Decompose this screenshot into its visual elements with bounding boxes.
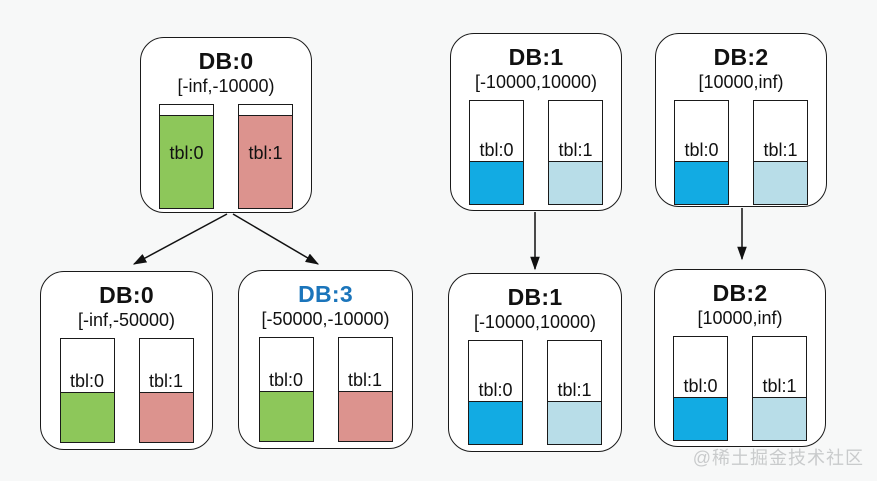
table-label: tbl:0 — [169, 143, 204, 164]
table-fill — [674, 396, 727, 440]
table-label: tbl:0 — [268, 369, 304, 390]
table-fill — [548, 400, 601, 444]
table-label: tbl:1 — [148, 370, 184, 391]
table-label: tbl:0 — [684, 139, 719, 160]
node-bottom-db3: DB:3 [-50000,-10000) tbl:0 tbl:1 — [238, 270, 413, 449]
table-fill — [239, 115, 292, 208]
table-bars: tbl:0 tbl:1 — [449, 340, 621, 445]
table-bar-tbl1: tbl:1 — [752, 336, 807, 441]
node-title: DB:0 — [198, 48, 254, 74]
arrow-db0-to-db0 — [132, 213, 228, 265]
table-bar-tbl0: tbl:0 — [59, 338, 115, 443]
table-bar-tbl1: tbl:1 — [337, 337, 393, 442]
table-fill — [259, 390, 313, 441]
table-bar-tbl1: tbl:1 — [138, 338, 194, 443]
node-range: [-inf,-10000) — [177, 76, 275, 96]
table-fill — [470, 160, 523, 204]
table-fill — [139, 391, 193, 442]
table-fill — [754, 160, 807, 204]
node-bottom-db1: DB:1 [-10000,10000) tbl:0 tbl:1 — [448, 273, 622, 452]
table-bar-tbl1: tbl:1 — [547, 340, 602, 445]
table-bars: tbl:0 tbl:1 — [239, 337, 412, 442]
table-label: tbl:0 — [683, 375, 718, 396]
node-range: [10000,inf) — [697, 308, 783, 328]
node-top-db2: DB:2 [10000,inf) tbl:0 tbl:1 — [655, 33, 827, 207]
table-bar-tbl0: tbl:0 — [159, 104, 214, 209]
node-bottom-db2: DB:2 [10000,inf) tbl:0 tbl:1 — [654, 269, 826, 447]
node-title: DB:0 — [99, 282, 154, 308]
arrow-db0-to-db3 — [232, 213, 320, 265]
node-bottom-db0: DB:0 [-inf,-50000) tbl:0 tbl:1 — [40, 271, 213, 450]
node-title: DB:3 — [298, 281, 353, 307]
table-bar-tbl0: tbl:0 — [469, 100, 524, 205]
table-label: tbl:0 — [478, 379, 513, 400]
table-bars: tbl:0 tbl:1 — [655, 336, 825, 441]
table-fill — [338, 390, 392, 441]
table-label: tbl:0 — [69, 370, 105, 391]
node-range: [10000,inf) — [698, 72, 784, 92]
table-label: tbl:1 — [558, 139, 593, 160]
table-bar-tbl0: tbl:0 — [674, 100, 729, 205]
node-top-db1: DB:1 [-10000,10000) tbl:0 tbl:1 — [450, 33, 622, 211]
table-fill — [753, 396, 806, 440]
table-label: tbl:1 — [762, 375, 797, 396]
table-bars: tbl:0 tbl:1 — [41, 338, 212, 443]
table-bar-tbl1: tbl:1 — [548, 100, 603, 205]
table-label: tbl:1 — [763, 139, 798, 160]
table-bar-tbl0: tbl:0 — [468, 340, 523, 445]
table-label: tbl:1 — [248, 143, 283, 164]
table-fill — [60, 391, 114, 442]
node-title: DB:1 — [508, 44, 564, 70]
table-bar-tbl1: tbl:1 — [238, 104, 293, 209]
node-title: DB:2 — [712, 280, 768, 306]
table-label: tbl:1 — [557, 379, 592, 400]
watermark: @稀土掘金技术社区 — [692, 448, 864, 468]
node-range: [-50000,-10000) — [261, 309, 390, 329]
table-bars: tbl:0 tbl:1 — [451, 100, 621, 205]
node-top-db0: DB:0 [-inf,-10000) tbl:0 tbl:1 — [140, 37, 312, 213]
table-bar-tbl1: tbl:1 — [753, 100, 808, 205]
node-range: [-inf,-50000) — [77, 310, 176, 330]
node-range: [-10000,10000) — [474, 72, 598, 92]
node-range: [-10000,10000) — [473, 312, 597, 332]
node-title: DB:1 — [507, 284, 563, 310]
table-bars: tbl:0 tbl:1 — [141, 104, 311, 209]
table-fill — [549, 160, 602, 204]
table-bars: tbl:0 tbl:1 — [656, 100, 826, 205]
table-fill — [160, 115, 213, 208]
table-bar-tbl0: tbl:0 — [673, 336, 728, 441]
node-title: DB:2 — [713, 44, 769, 70]
table-label: tbl:1 — [347, 369, 383, 390]
table-label: tbl:0 — [479, 139, 514, 160]
table-fill — [675, 160, 728, 204]
table-bar-tbl0: tbl:0 — [258, 337, 314, 442]
table-fill — [469, 400, 522, 444]
